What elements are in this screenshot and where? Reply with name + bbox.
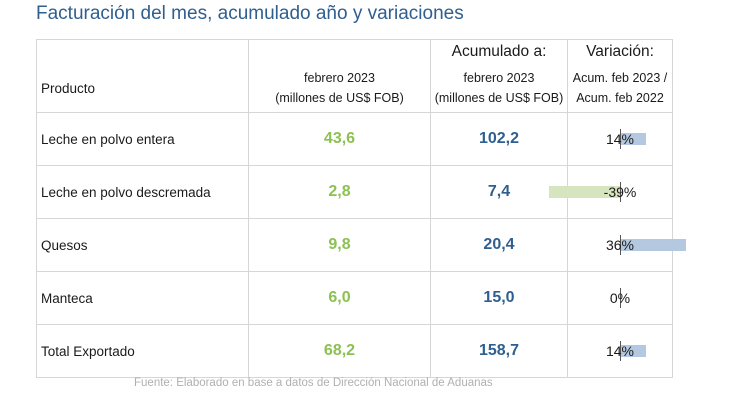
month-value: 43,6 bbox=[323, 130, 356, 147]
month-header: febrero 2023 (millones de US$ FOB) bbox=[248, 64, 431, 113]
month-cell: 2,8 bbox=[248, 165, 431, 219]
product-name: Quesos bbox=[36, 218, 249, 272]
product-name: Total Exportado bbox=[36, 324, 249, 378]
variation-bar bbox=[620, 345, 646, 357]
variation-cell: 14% bbox=[567, 324, 673, 378]
variation-label: 14% bbox=[605, 131, 635, 147]
var-header: Acum. feb 2023 / Acum. feb 2022 bbox=[567, 64, 673, 113]
variation-value: -39% bbox=[568, 166, 672, 218]
product-name: Leche en polvo descremada bbox=[36, 165, 249, 219]
var-line2: Acum. feb 2022 bbox=[576, 91, 664, 105]
acum-value: 20,4 bbox=[483, 236, 515, 253]
month-value: 6,0 bbox=[328, 289, 351, 306]
table-row: Leche en polvo entera 43,6 102,2 14% bbox=[36, 112, 673, 166]
acum-cell: 20,4 bbox=[430, 218, 568, 272]
variation-value: 14% bbox=[568, 113, 672, 165]
month-value: 68,2 bbox=[323, 342, 356, 359]
month-unit: (millones de US$ FOB) bbox=[275, 91, 404, 105]
acum-value: 7,4 bbox=[487, 183, 511, 200]
header-row-top: Acumulado a: Variación: bbox=[36, 39, 673, 64]
acum-value: 15,0 bbox=[483, 289, 515, 306]
month-cell: 68,2 bbox=[248, 324, 431, 378]
variation-cell: 0% bbox=[567, 271, 673, 325]
acum-label: febrero 2023 bbox=[463, 71, 535, 85]
variation-value: 14% bbox=[568, 325, 672, 377]
month-value: 2,8 bbox=[328, 183, 351, 200]
month-cell: 9,8 bbox=[248, 218, 431, 272]
var-title: Variación: bbox=[586, 43, 654, 60]
product-header: Producto bbox=[36, 64, 249, 113]
variation-cell: -39% bbox=[548, 165, 673, 219]
source-note: Fuente: Elaborado en base a datos de Dir… bbox=[134, 377, 493, 389]
acum-cell: 158,7 bbox=[430, 324, 568, 378]
acum-title: Acumulado a: bbox=[451, 43, 547, 60]
var-header-title: Variación: bbox=[567, 39, 673, 64]
variation-label: -39% bbox=[603, 184, 637, 200]
variation-label: 14% bbox=[605, 343, 635, 359]
month-cell: 43,6 bbox=[248, 112, 431, 166]
table-row: Quesos 9,8 20,4 36% bbox=[36, 218, 686, 272]
acum-cell: 7,4 bbox=[430, 165, 568, 219]
acum-value: 158,7 bbox=[478, 342, 520, 359]
acum-cell: 102,2 bbox=[430, 112, 568, 166]
variation-cell: 14% bbox=[567, 112, 673, 166]
variation-cell: 36% bbox=[567, 218, 686, 272]
table-row: Total Exportado 68,2 158,7 14% bbox=[36, 324, 673, 378]
product-name: Manteca bbox=[36, 271, 249, 325]
month-value: 9,8 bbox=[328, 236, 351, 253]
variation-axis bbox=[620, 182, 621, 202]
var-line1: Acum. feb 2023 / bbox=[572, 71, 668, 85]
page-title: Facturación del mes, acumulado año y var… bbox=[36, 3, 464, 24]
product-name: Leche en polvo entera bbox=[36, 112, 249, 166]
acum-unit: (millones de US$ FOB) bbox=[434, 91, 564, 105]
header-row-bottom: Producto febrero 2023 (millones de US$ F… bbox=[36, 64, 673, 113]
month-label: febrero 2023 bbox=[304, 71, 375, 85]
variation-label: 36% bbox=[605, 237, 635, 253]
table-row: Leche en polvo descremada 2,8 7,4 -39% bbox=[36, 165, 673, 219]
variation-bar bbox=[548, 186, 620, 198]
acum-header-title: Acumulado a: bbox=[430, 39, 568, 64]
variation-axis bbox=[620, 235, 621, 255]
variation-value: 36% bbox=[568, 219, 672, 271]
variation-value: 0% bbox=[568, 272, 672, 324]
acum-cell: 15,0 bbox=[430, 271, 568, 325]
variation-bar bbox=[620, 239, 686, 251]
variation-axis bbox=[620, 129, 621, 149]
variation-bar bbox=[620, 133, 646, 145]
variation-axis bbox=[620, 341, 621, 361]
variation-label: 0% bbox=[609, 290, 631, 306]
acum-header: febrero 2023 (millones de US$ FOB) bbox=[430, 64, 568, 113]
acum-value: 102,2 bbox=[478, 130, 520, 147]
variation-axis bbox=[620, 288, 621, 308]
billing-table: Acumulado a: Variación: Producto febrero… bbox=[36, 39, 686, 378]
month-cell: 6,0 bbox=[248, 271, 431, 325]
table-row: Manteca 6,0 15,0 0% bbox=[36, 271, 673, 325]
